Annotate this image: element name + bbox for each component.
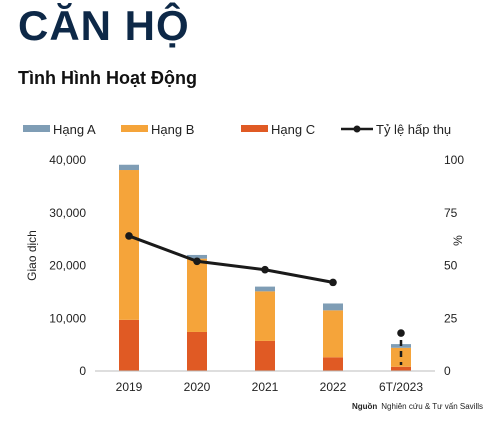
bar-segment-hạng-c <box>255 340 275 371</box>
chart-subtitle: Tình Hình Hoạt Động <box>18 68 197 88</box>
y-tick-label: 40,000 <box>49 153 86 167</box>
y2-tick-label: 100 <box>444 153 464 167</box>
bar-segment-hạng-c <box>119 319 139 371</box>
y2-axis-title: % <box>451 235 465 246</box>
x-tick-label: 2022 <box>320 380 347 394</box>
legend-swatch <box>23 125 50 132</box>
absorption-point <box>397 329 405 337</box>
y2-tick-label: 25 <box>444 311 458 325</box>
bar-segment-hạng-a <box>255 286 275 292</box>
y-tick-label: 20,000 <box>49 259 86 273</box>
legend-line-marker <box>353 125 361 133</box>
absorption-line-series <box>125 232 405 365</box>
bar-segment-hạng-b <box>323 310 343 358</box>
absorption-point <box>261 265 269 274</box>
x-tick-label: 2019 <box>116 380 143 394</box>
y-tick-label: 0 <box>79 364 86 378</box>
bar-segment-hạng-b <box>255 291 275 341</box>
y-tick-label: 10,000 <box>49 311 86 325</box>
bar-segment-hạng-c <box>187 331 207 371</box>
page-title: CĂN HỘ <box>18 2 190 49</box>
bar-segment-hạng-b <box>391 347 411 367</box>
absorption-point <box>125 232 133 240</box>
left-y-axis: 0 10,000 20,000 30,000 40,000 Giao dịch <box>25 153 86 378</box>
bar-segment-hạng-a <box>187 254 207 259</box>
y2-tick-label: 50 <box>444 259 458 273</box>
bar-segment-hạng-b <box>119 170 139 320</box>
bar-segment-hạng-a <box>119 164 139 171</box>
legend-swatch <box>241 125 268 132</box>
y2-tick-label: 75 <box>444 206 458 220</box>
y2-tick-label: 0 <box>444 364 451 378</box>
right-y-axis: 0 25 50 75 100% <box>444 153 465 378</box>
source-text: Nghiên cứu & Tư vấn Savills <box>381 402 483 411</box>
y-tick-label: 30,000 <box>49 206 86 220</box>
bar-segment-hạng-b <box>187 258 207 332</box>
legend-label: Hạng A <box>53 122 96 137</box>
x-tick-label: 6T/2023 <box>379 380 423 394</box>
absorption-point <box>329 278 337 287</box>
absorption-point <box>193 257 201 266</box>
bar-segment-hạng-c <box>391 366 411 371</box>
y-axis-title: Giao dịch <box>25 230 39 281</box>
legend-label: Hạng C <box>271 122 315 137</box>
bar-segment-hạng-c <box>323 357 343 371</box>
x-tick-label: 2020 <box>184 380 211 394</box>
x-axis: 2019 2020 2021 2022 6T/2023 <box>95 370 435 394</box>
source-label: Nguồn <box>351 402 378 411</box>
x-tick-label: 2021 <box>252 380 279 394</box>
legend-label: Tỷ lệ hấp thụ <box>376 122 451 137</box>
source-note: Nguồn Nghiên cứu & Tư vấn Savills <box>352 402 483 411</box>
bar-series <box>119 164 411 371</box>
bar-segment-hạng-a <box>323 303 343 311</box>
legend-swatch <box>121 125 148 132</box>
legend-label: Hạng B <box>151 122 194 137</box>
chart-legend: Hạng A Hạng B Hạng C Tỷ lệ hấp thụ <box>23 122 451 137</box>
absorption-line <box>128 234 334 284</box>
